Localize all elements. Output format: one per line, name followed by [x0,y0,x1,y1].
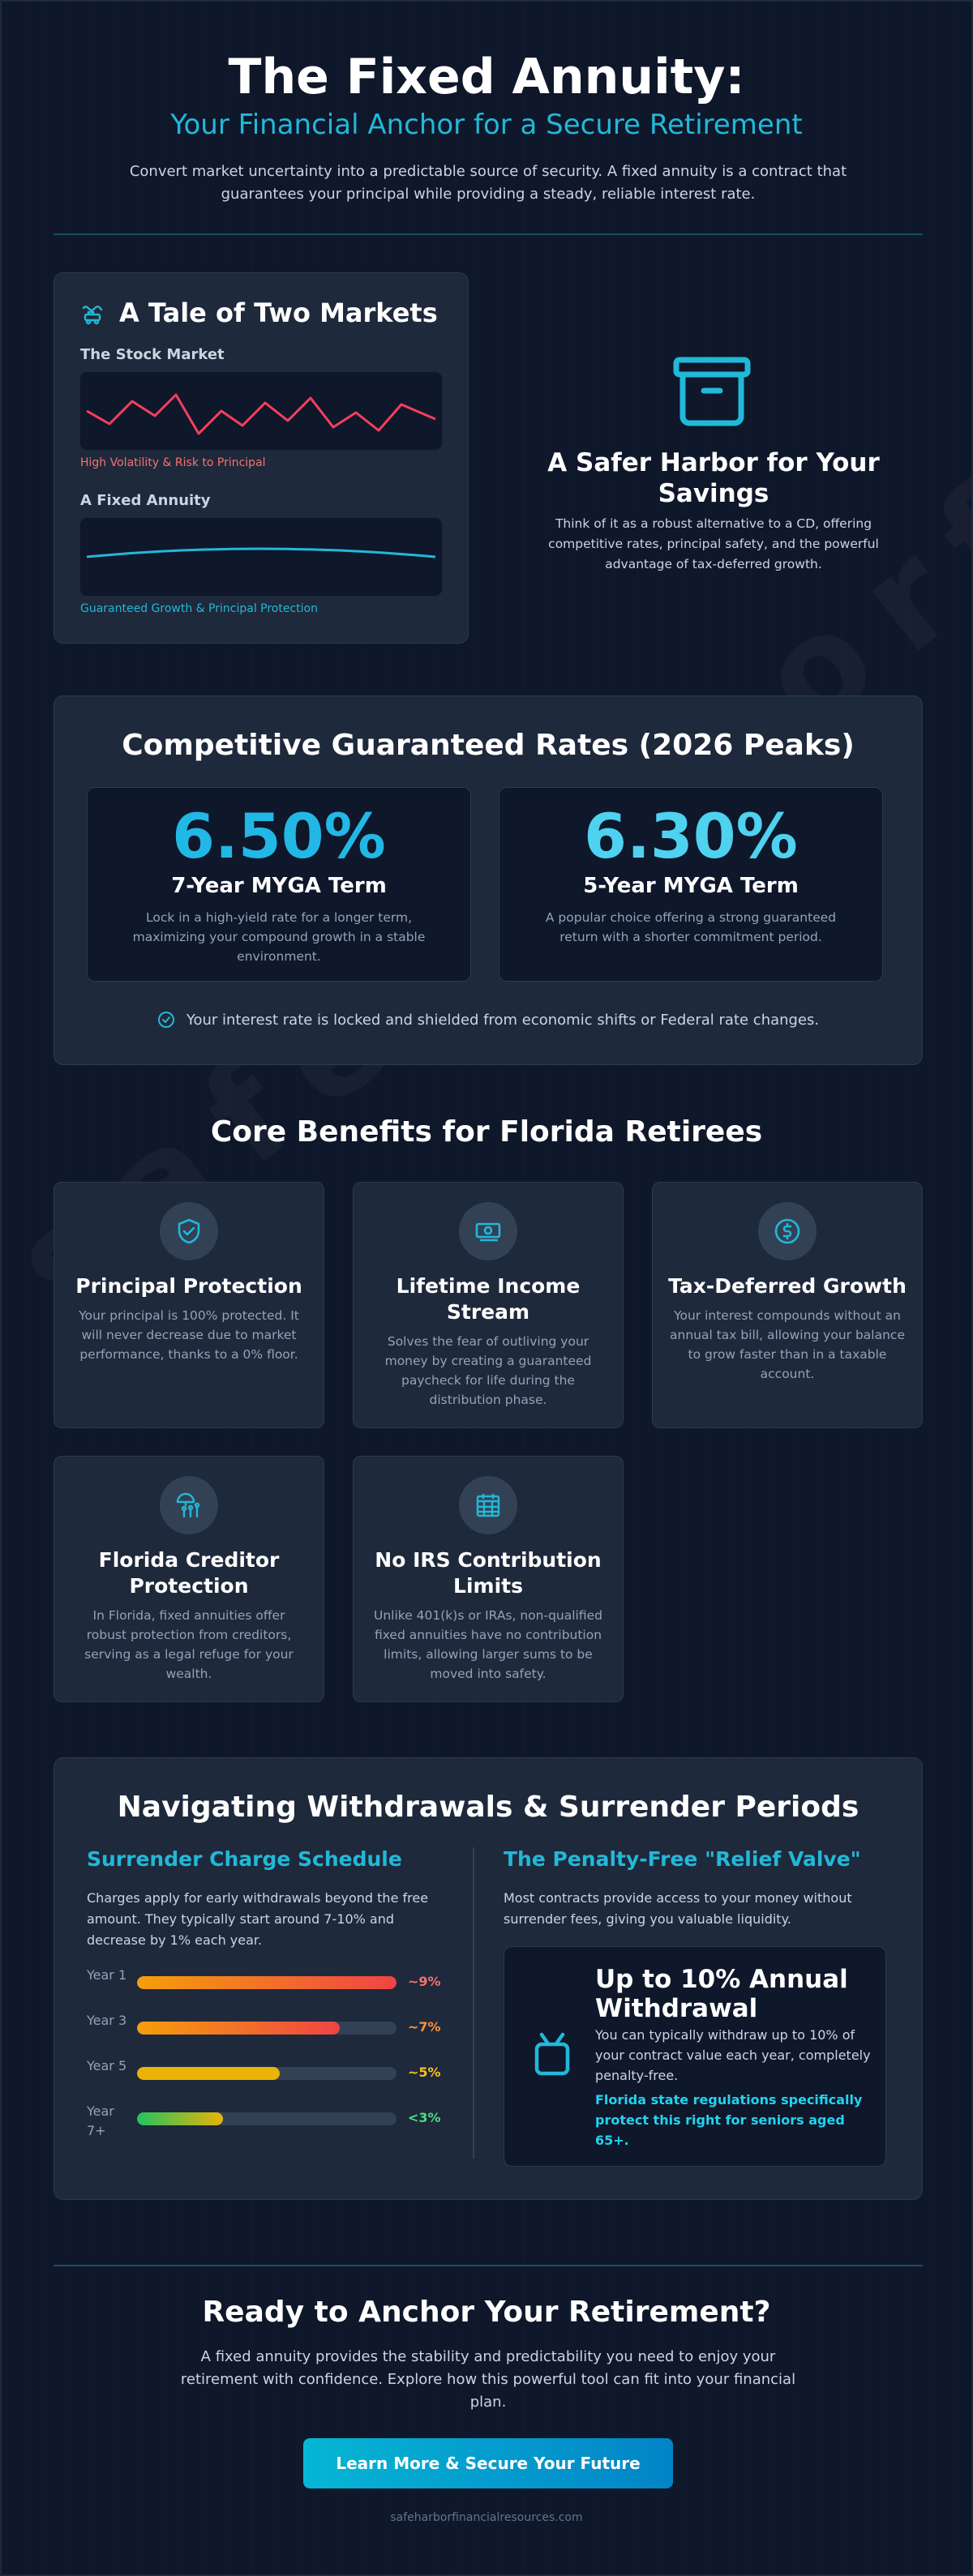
rate-lock-note: Your interest rate is locked and shielde… [54,1011,922,1029]
schedule-percent: ~7% [408,2019,441,2035]
schedule-year: Year 1 [87,1967,127,1983]
tale-header: A Tale of Two Markets [80,297,438,328]
check-circle-icon [157,1012,174,1028]
benefit-description: Your principal is 100% protected. It wil… [79,1308,299,1362]
gift-box-icon [534,2032,570,2076]
schedule-percent: ~9% [408,1974,441,1989]
rate-value: 6.50% [172,800,386,872]
annuity-chart [80,518,442,596]
relief-box: Up to 10% Annual Withdrawal You can typi… [504,1946,886,2167]
rate-box-7-year: 6.50% 7-Year MYGA Term Lock in a high-yi… [87,787,471,982]
column-divider [473,1847,474,2159]
page-subtitle: Your Financial Anchor for a Secure Retir… [170,109,803,141]
benefit-card-creditor-protection: Florida Creditor Protection In Florida, … [54,1456,324,1702]
calendar-grid-icon [476,1494,500,1517]
benefits-title: Core Benefits for Florida Retirees [210,1115,763,1149]
annuity-caption: Guaranteed Growth & Principal Protection [80,602,318,615]
benefit-title: No IRS Contribution Limits [375,1548,602,1598]
benefit-card-tax-deferred: Tax-Deferred Growth Your interest compou… [652,1182,923,1428]
benefit-description: In Florida, fixed annuities offer robust… [84,1608,294,1681]
umbrella-family-icon [176,1492,200,1518]
schedule-bar-fill [137,2067,280,2080]
stock-caption: High Volatility & Risk to Principal [80,456,266,469]
cta-title: Ready to Anchor Your Retirement? [202,2296,771,2329]
rates-card: Competitive Guaranteed Rates (2026 Peaks… [54,695,923,1065]
rate-term: 7-Year MYGA Term [171,874,387,898]
relief-box-highlight: Florida state regulations specifically p… [595,2092,863,2148]
benefit-card-no-contribution-limits: No IRS Contribution Limits Unlike 401(k)… [353,1456,624,1702]
cta-description: A fixed annuity provides the stability a… [180,2348,796,2411]
annuity-growth-line [86,547,436,558]
schedule-year: Year 7+ [87,2103,114,2138]
schedule-title: Surrender Charge Schedule [87,1847,402,1871]
rate-description: Lock in a high-yield rate for a longer t… [132,910,426,964]
withdrawals-title: Navigating Withdrawals & Surrender Perio… [117,1791,859,1824]
benefit-description: Unlike 401(k)s or IRAs, non-qualified fi… [374,1608,602,1681]
rates-title: Competitive Guaranteed Rates (2026 Peaks… [122,729,855,762]
schedule-row: Year 1 ~9% [87,1966,444,2005]
benefit-title: Tax-Deferred Growth [668,1274,907,1298]
schedule-row: Year 3 ~7% [87,2011,444,2050]
roller-coaster-icon [82,306,103,325]
dollar-circle-icon [774,1218,800,1244]
relief-box-description: You can typically withdraw up to 10% of … [595,2027,871,2083]
stock-market-label: The Stock Market [80,346,225,363]
schedule-bar-track [137,2022,396,2035]
hero-description: Convert market uncertainty into a predic… [129,163,847,203]
relief-title: The Penalty-Free "Relief Valve" [504,1847,861,1871]
withdrawals-card: Navigating Withdrawals & Surrender Perio… [54,1757,923,2200]
schedule-percent: <3% [408,2110,441,2125]
schedule-bar-track [137,2067,396,2080]
footer-url[interactable]: safeharborfinancialresources.com [390,2511,583,2524]
relief-box-title: Up to 10% Annual Withdrawal [595,1965,848,2023]
schedule-bar-fill [137,1976,396,1989]
annuity-label: A Fixed Annuity [80,492,211,509]
divider [54,233,923,235]
shield-check-icon [178,1218,200,1244]
benefit-title: Lifetime Income Stream [396,1274,581,1324]
schedule-year: Year 3 [87,2013,127,2028]
harbor-description: Think of it as a robust alternative to a… [548,516,879,571]
rate-note-text: Your interest rate is locked and shielde… [186,1011,820,1029]
schedule-percent: ~5% [408,2065,441,2080]
money-bill-icon [475,1222,501,1242]
tale-title: A Tale of Two Markets [119,297,438,328]
schedule-bar-fill [137,2022,340,2035]
stock-chart [80,372,442,450]
rate-box-5-year: 6.30% 5-Year MYGA Term A popular choice … [499,787,883,982]
benefit-description: Solves the fear of outliving your money … [384,1334,592,1407]
schedule-row: Year 7+ <3% [87,2102,444,2141]
rate-description: A popular choice offering a strong guara… [545,910,837,944]
stock-volatility-line [86,393,436,435]
harbor-title: A Safer Harbor for Your Savings [547,448,880,508]
rate-value: 6.30% [584,800,798,872]
divider [54,2265,923,2266]
relief-description: Most contracts provide access to your mo… [504,1890,852,1927]
rate-term: 5-Year MYGA Term [583,874,799,898]
learn-more-button[interactable]: Learn More & Secure Your Future [303,2438,673,2488]
schedule-bar-fill [137,2112,223,2125]
benefit-description: Your interest compounds without an annua… [670,1308,905,1381]
page-title: The Fixed Annuity: [228,49,745,105]
benefit-title: Florida Creditor Protection [98,1548,280,1598]
schedule-row: Year 5 ~5% [87,2056,444,2095]
schedule-bar-track [137,2112,396,2125]
benefit-card-lifetime-income: Lifetime Income Stream Solves the fear o… [353,1182,624,1428]
benefit-title: Principal Protection [75,1274,302,1298]
tale-card: A Tale of Two Markets The Stock Market H… [54,272,469,644]
schedule-description: Charges apply for early withdrawals beyo… [87,1890,429,1948]
schedule-bar-track [137,1976,396,1989]
benefit-card-principal-protection: Principal Protection Your principal is 1… [54,1182,324,1428]
schedule-year: Year 5 [87,2058,127,2073]
archive-box-icon [673,357,751,426]
